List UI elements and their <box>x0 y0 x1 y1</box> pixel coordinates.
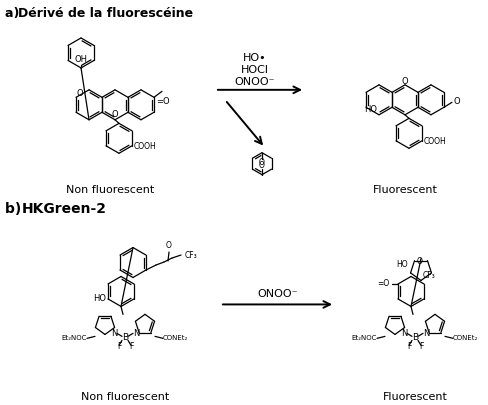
Text: OH: OH <box>75 55 87 64</box>
Text: Non fluorescent: Non fluorescent <box>81 392 169 402</box>
Text: HO: HO <box>364 105 377 114</box>
Text: CF₃: CF₃ <box>185 251 198 260</box>
Text: B: B <box>412 333 418 342</box>
Text: N: N <box>401 329 407 338</box>
Text: N: N <box>133 329 139 338</box>
Text: N: N <box>423 329 429 338</box>
Text: Et₂NOC: Et₂NOC <box>61 335 87 341</box>
Text: =O: =O <box>156 97 170 106</box>
Text: HOCl: HOCl <box>241 65 269 75</box>
Text: HKGreen-2: HKGreen-2 <box>22 202 107 215</box>
Text: O: O <box>402 77 408 86</box>
Text: b): b) <box>5 202 26 215</box>
Text: O: O <box>259 161 265 170</box>
Text: CONEt₂: CONEt₂ <box>163 335 188 341</box>
Text: N: N <box>111 329 117 338</box>
Text: HO: HO <box>396 260 407 269</box>
Text: Fluorescent: Fluorescent <box>383 392 447 402</box>
Text: F: F <box>117 342 121 351</box>
Text: HO•: HO• <box>243 53 267 63</box>
Text: Dérivé de la fluorescéine: Dérivé de la fluorescéine <box>18 7 193 20</box>
Text: O: O <box>77 90 83 98</box>
Text: O: O <box>166 241 172 250</box>
Text: F: F <box>419 342 423 351</box>
Text: COOH: COOH <box>424 137 447 146</box>
Text: O: O <box>112 110 118 119</box>
Text: Non fluorescent: Non fluorescent <box>66 185 154 195</box>
Text: O: O <box>417 257 423 266</box>
Text: O: O <box>454 97 461 106</box>
Text: F: F <box>407 342 411 351</box>
Text: Fluorescent: Fluorescent <box>372 185 437 195</box>
Text: =O: =O <box>377 279 389 288</box>
Text: a): a) <box>5 7 24 20</box>
Text: ONOO⁻: ONOO⁻ <box>235 77 275 87</box>
Text: COOH: COOH <box>134 142 157 151</box>
Text: HO: HO <box>93 294 106 303</box>
Text: ONOO⁻: ONOO⁻ <box>258 290 298 299</box>
Text: CONEt₂: CONEt₂ <box>453 335 478 341</box>
Text: Et₂NOC: Et₂NOC <box>352 335 377 341</box>
Text: CF₃: CF₃ <box>423 271 436 280</box>
Text: O: O <box>259 158 265 167</box>
Text: F: F <box>129 342 133 351</box>
Text: B: B <box>122 333 128 342</box>
